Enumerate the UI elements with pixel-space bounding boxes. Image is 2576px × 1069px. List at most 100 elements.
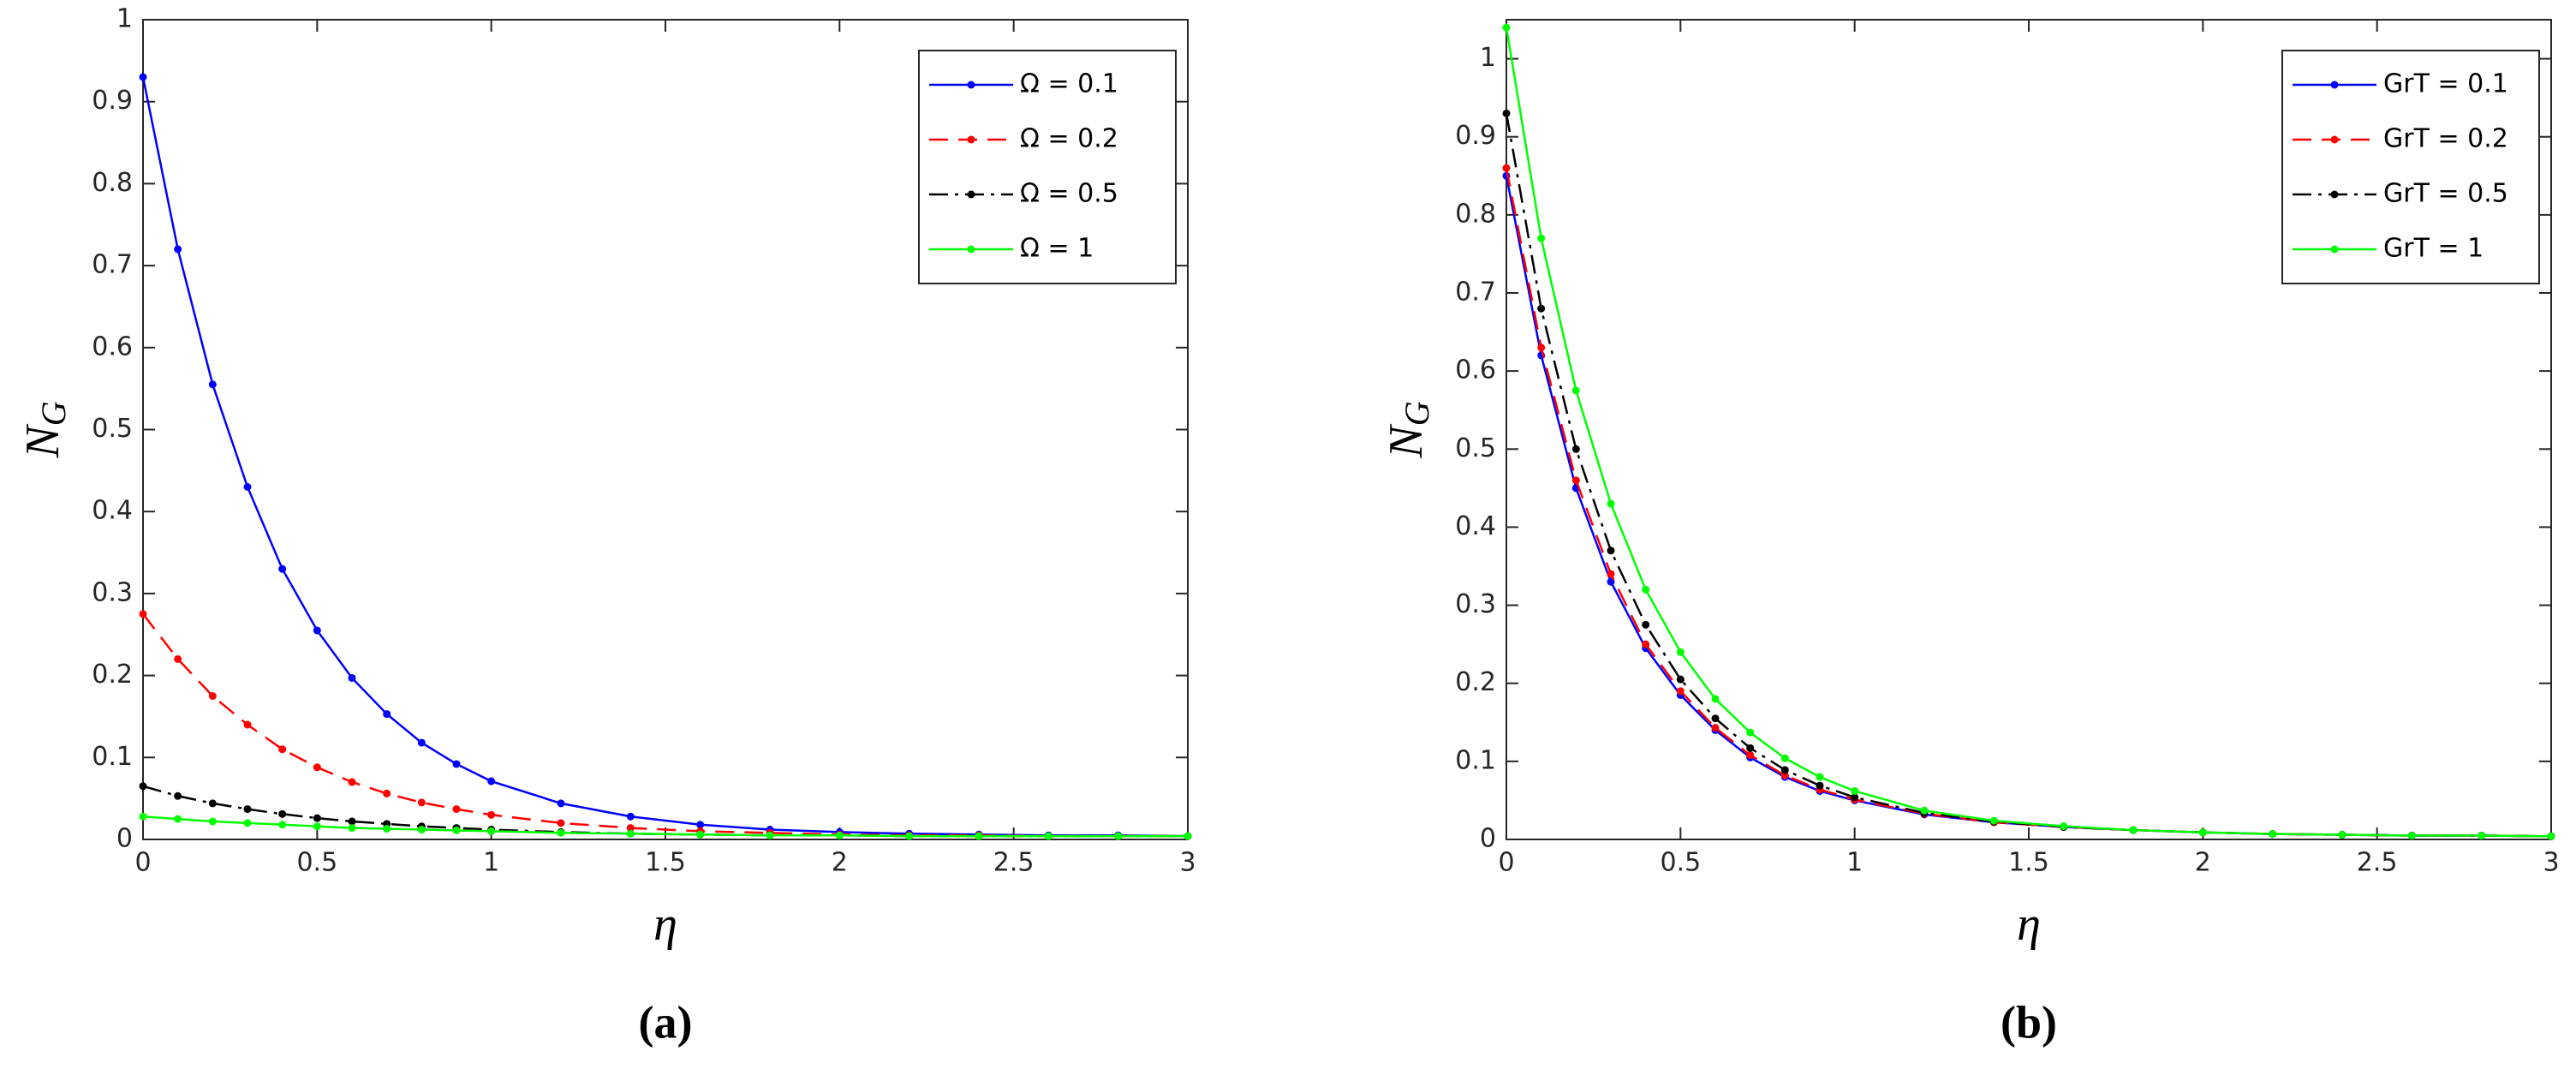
marker — [1537, 343, 1546, 352]
marker — [278, 809, 287, 818]
axes-box — [142, 19, 1189, 840]
legend-label: GrT = 0.1 — [2383, 69, 2508, 99]
legend-label: Ω = 1 — [1020, 234, 1094, 264]
legend-label: GrT = 0.5 — [2383, 179, 2508, 209]
legend-marker — [2330, 190, 2339, 199]
marker — [1114, 832, 1123, 840]
marker — [2198, 828, 2207, 837]
marker — [1044, 832, 1052, 840]
x-tick-label: 0.5 — [1660, 848, 1701, 878]
marker — [278, 564, 287, 573]
x-axis-label: η — [653, 898, 677, 951]
marker — [348, 817, 356, 826]
marker — [1676, 675, 1685, 684]
marker — [1642, 585, 1650, 594]
y-tick-label: 0.9 — [92, 86, 133, 116]
y-tick-label: 0.6 — [92, 331, 133, 361]
y-tick-label: 0.8 — [92, 168, 133, 198]
marker — [766, 831, 774, 839]
marker — [1711, 724, 1720, 732]
marker — [1642, 640, 1650, 648]
legend-box — [918, 50, 1177, 284]
marker — [1502, 164, 1511, 172]
x-tick-label: 1.5 — [645, 848, 686, 878]
marker — [243, 482, 252, 491]
marker — [487, 777, 496, 785]
marker — [1502, 109, 1511, 117]
y-tick-label: 0 — [116, 824, 133, 854]
marker — [1676, 687, 1685, 696]
marker — [313, 814, 321, 822]
marker — [243, 819, 252, 827]
legend-marker — [2330, 135, 2339, 144]
y-tick-label: 1 — [116, 4, 133, 34]
legend-marker — [2330, 245, 2339, 254]
x-tick-label: 0 — [134, 848, 151, 878]
marker — [557, 819, 565, 827]
marker — [348, 673, 356, 682]
marker — [243, 720, 252, 729]
marker — [1746, 751, 1755, 760]
marker — [626, 829, 635, 838]
marker — [208, 692, 217, 701]
marker — [835, 831, 844, 839]
legend-label: GrT = 0.2 — [2383, 124, 2508, 154]
marker — [139, 610, 147, 618]
marker — [487, 827, 496, 835]
caption: (a) — [639, 996, 693, 1048]
marker — [1816, 773, 1824, 781]
marker — [383, 825, 391, 833]
legend-label: Ω = 0.5 — [1020, 179, 1118, 209]
marker — [1571, 386, 1580, 395]
marker — [383, 710, 391, 719]
marker — [1780, 754, 1789, 762]
y-axis-label-sub: G — [34, 401, 73, 426]
caption: (b) — [2001, 996, 2057, 1048]
marker — [417, 798, 426, 807]
marker — [452, 760, 461, 768]
marker — [1711, 695, 1720, 703]
y-tick-label: 0.3 — [1455, 589, 1496, 619]
y-tick-label: 0.9 — [1455, 121, 1496, 151]
y-axis-label: NG — [1380, 401, 1436, 458]
marker — [313, 822, 321, 831]
y-tick-label: 0.1 — [92, 742, 133, 772]
legend: Ω = 0.1 Ω = 0.2 Ω = 0.5 Ω = 1 — [918, 50, 1177, 284]
legend-marker — [967, 135, 975, 144]
y-tick-label: 0.4 — [92, 496, 133, 526]
marker — [208, 817, 217, 826]
marker — [174, 654, 182, 663]
marker — [1537, 234, 1546, 242]
marker — [557, 799, 565, 808]
marker — [1989, 816, 1998, 825]
x-tick-label: 2 — [832, 848, 848, 878]
marker — [2547, 832, 2555, 840]
marker — [626, 812, 635, 821]
marker — [417, 738, 426, 747]
x-tick-label: 2 — [2195, 848, 2211, 878]
marker — [1780, 771, 1789, 779]
marker — [383, 789, 391, 797]
marker — [2478, 831, 2486, 839]
marker — [1746, 728, 1755, 737]
y-tick-label: 1 — [1480, 43, 1496, 73]
marker — [348, 824, 356, 833]
marker — [975, 832, 983, 840]
x-tick-label: 0.5 — [296, 848, 337, 878]
y-tick-label: 0.3 — [92, 577, 133, 607]
x-tick-label: 0 — [1498, 848, 1514, 878]
legend-label: Ω = 0.1 — [1020, 69, 1118, 99]
marker — [487, 810, 496, 819]
legend: GrT = 0.1 GrT = 0.2 GrT = 0.5 GrT = 1 — [2281, 50, 2540, 284]
x-tick-label: 1.5 — [2008, 848, 2049, 878]
marker — [278, 821, 287, 829]
axes-box — [1506, 19, 2552, 840]
marker — [1816, 781, 1824, 790]
subplot: 0 0.1 0.2 0.3 0.4 0.5 0.6 0.7 0.8 0.9 1 0 0.5 1 1.5 2 2.… — [1380, 19, 2560, 1048]
marker — [1642, 620, 1650, 629]
marker — [208, 380, 217, 389]
y-tick-label: 0.5 — [1455, 433, 1496, 463]
marker — [696, 821, 705, 829]
y-tick-label: 0.7 — [92, 250, 133, 280]
marker — [1607, 546, 1615, 555]
